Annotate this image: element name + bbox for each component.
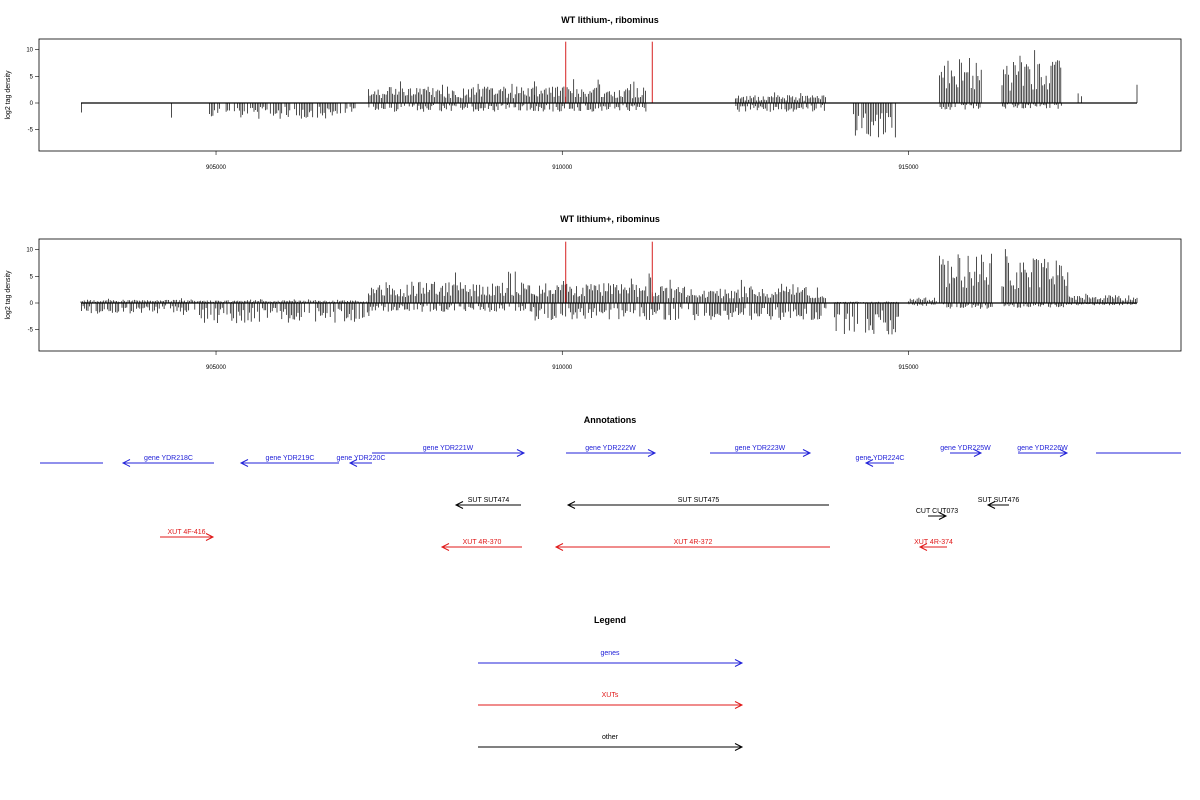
y-axis-label: log2 tag density [5,270,12,320]
feature-arrow [160,533,215,541]
legend-title: Legend [594,615,626,625]
feature-arrow [348,459,372,467]
legend-label: genes [600,650,620,657]
feature-arrow [1018,449,1069,457]
feature-arrow [566,501,829,509]
feature-label: XUT 4F-416 [168,529,206,536]
x-tick-label: 905000 [206,365,227,371]
legend-panel: Legend genes XUTs other [478,615,744,751]
feature-arrow [566,449,657,457]
legend-items: genes XUTs other [478,650,744,751]
feature-label: XUT 4R-372 [674,539,713,546]
feature-label: gene YDR219C [266,455,315,462]
y-tick-label: 5 [30,274,34,280]
plot-frame [38,238,1182,352]
feature-label: gene YDR223W [735,445,786,452]
y-tick-label: 10 [26,248,33,254]
feature-label: gene YDR222W [585,445,636,452]
y-axis-label: log2 tag density [5,70,12,120]
feature-arrow [918,543,947,551]
feature-arrow [440,543,522,551]
feature-label: gene YDR224C [856,455,905,462]
legend-arrow [478,701,744,709]
y-tick-label: -5 [28,128,34,134]
feature-arrow [554,543,830,551]
y-tick-label: 0 [30,301,34,307]
legend-arrow [478,659,744,667]
feature-label: SUT SUT475 [678,497,720,504]
x-tick-label: 910000 [552,165,573,171]
feature-label: XUT 4R-370 [463,539,502,546]
feature-arrow [986,501,1009,509]
feature-arrow [950,449,983,457]
feature-label: gene YDR225W [940,445,991,452]
feature-label: SUT SUT476 [978,497,1020,504]
feature-arrow [928,512,948,520]
feature-label: gene YDR220C [337,455,386,462]
panel-title: WT lithium+, ribominus [560,214,660,224]
feature-label: XUT 4R-374 [914,539,953,546]
feature-arrow [864,459,894,467]
annotations-panel: Annotations gene YDR218C gene YDR219C gene… [40,415,1181,551]
axes: 10 5 0 -5 905000 910000 915000 [26,48,1137,171]
y-tick-label: 10 [26,48,33,54]
bar-series [81,50,1138,138]
feature-label: gene YDR221W [423,445,474,452]
feature-arrow [121,459,214,467]
legend-arrow [478,743,744,751]
feature-arrow [239,459,339,467]
y-tick-label: -5 [28,328,34,334]
bar-series [80,249,1138,335]
feature-arrow [454,501,521,509]
marker-lines [565,241,653,303]
y-tick-label: 0 [30,101,34,107]
legend-label: XUTs [602,692,619,699]
feature-arrow [372,449,526,457]
x-tick-label: 915000 [898,365,919,371]
panel-lithium-minus: WT lithium-, ribominus log2 tag density … [5,15,1182,171]
feature-label: gene YDR218C [144,455,193,462]
legend-label: other [602,734,619,741]
marker-lines [565,41,653,103]
panel-lithium-plus: WT lithium+, ribominus log2 tag density … [5,214,1182,371]
y-tick-label: 5 [30,74,34,80]
x-tick-label: 915000 [898,165,919,171]
panel-title: WT lithium-, ribominus [561,15,659,25]
feature-arrow [710,449,812,457]
plot-frame [38,38,1182,152]
x-tick-label: 905000 [206,165,227,171]
feature-label: gene YDR226W [1017,445,1068,452]
feature-label: CUT CUT073 [916,508,958,515]
axes: 10 5 0 -5 905000 910000 915000 [26,248,1137,371]
annotation-features: gene YDR218C gene YDR219C gene YDR220C gene… [40,445,1181,551]
x-tick-label: 910000 [552,365,573,371]
annotations-title: Annotations [584,415,637,425]
feature-label: SUT SUT474 [468,497,510,504]
